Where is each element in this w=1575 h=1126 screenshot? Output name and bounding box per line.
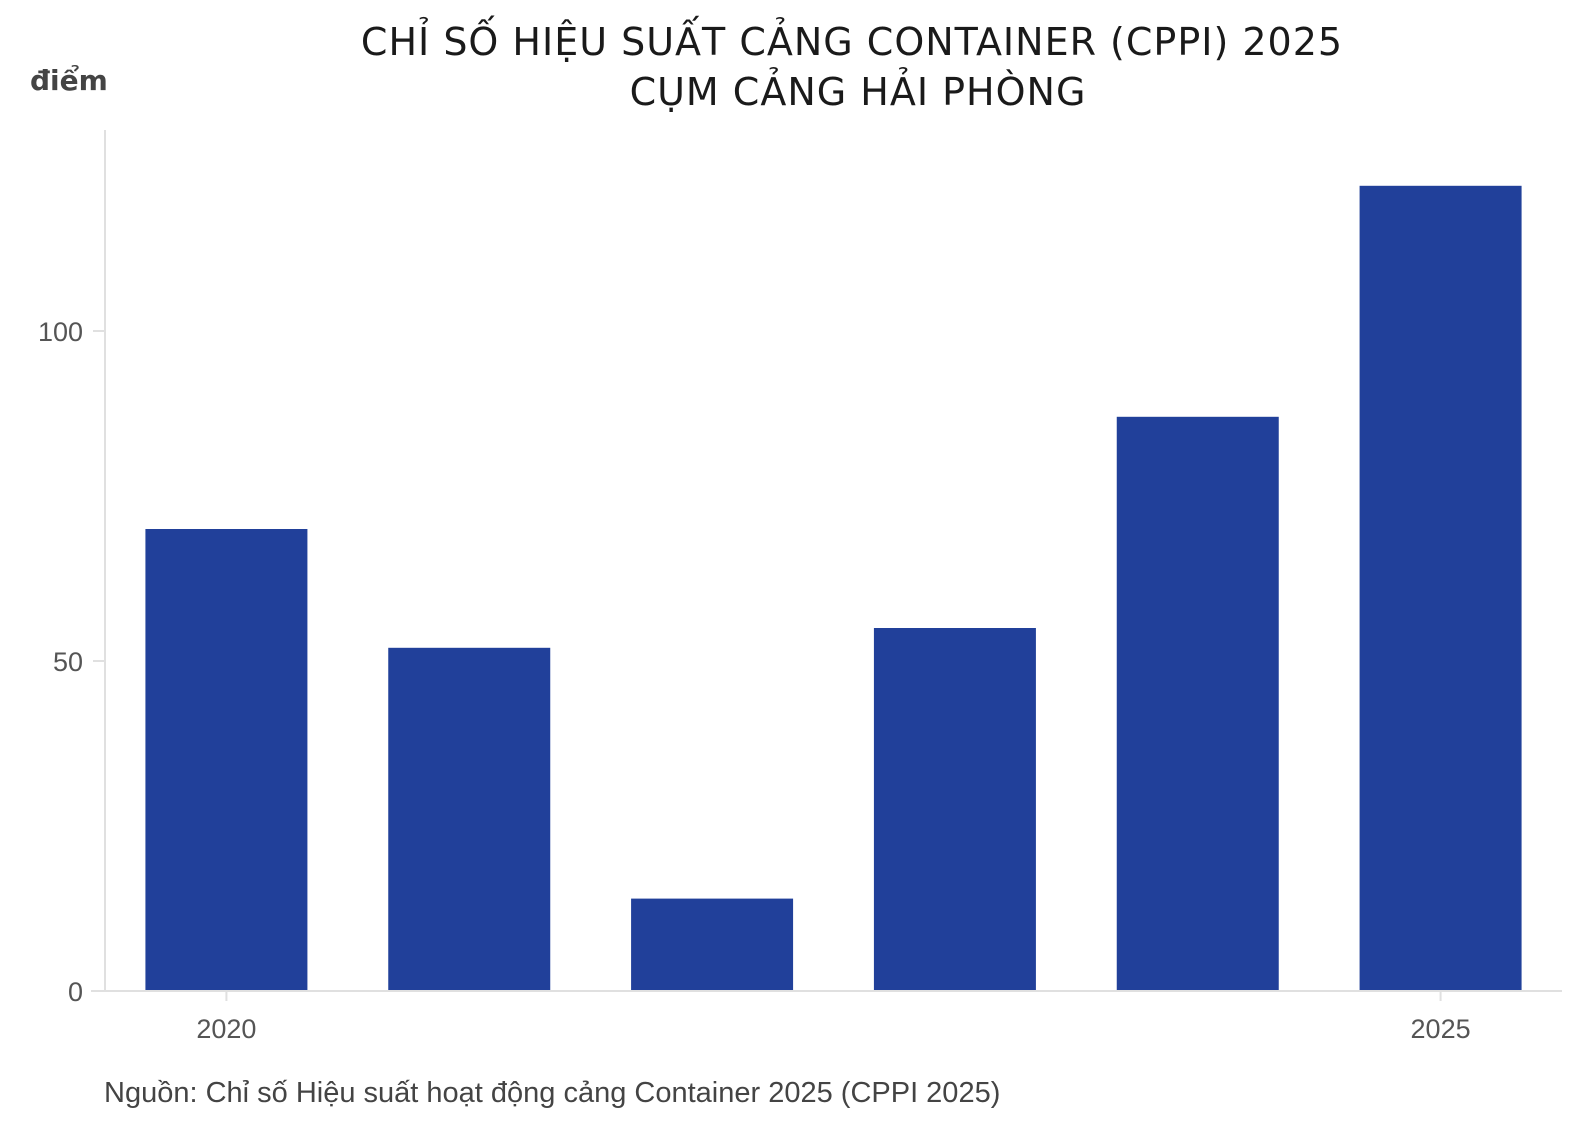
bar-2024 [1116, 416, 1279, 991]
chart-title-line-2: CỤM CẢNG HẢI PHÒNG [630, 68, 1087, 114]
y-tick-label-100: 100 [38, 317, 83, 347]
y-axis-label: điểm [30, 63, 108, 97]
bar-2025 [1359, 185, 1522, 992]
plot-area: 0 50 100 2020 2025 [38, 130, 1562, 1044]
y-tick-label-50: 50 [53, 647, 83, 677]
x-tick-label-2020: 2020 [196, 1014, 256, 1044]
bar-2020 [145, 529, 308, 991]
bar-2022 [631, 898, 794, 991]
bar-2021 [388, 647, 551, 991]
y-tick-label-0: 0 [68, 977, 83, 1007]
chart-title-line-1: CHỈ SỐ HIỆU SUẤT CẢNG CONTAINER (CPPI) 2… [361, 16, 1343, 64]
bar-2023 [873, 628, 1036, 991]
source-note: Nguồn: Chỉ số Hiệu suất hoạt động cảng C… [104, 1077, 1000, 1109]
chart-title: CHỈ SỐ HIỆU SUẤT CẢNG CONTAINER (CPPI) 2… [361, 16, 1343, 114]
x-tick-label-2025: 2025 [1411, 1014, 1471, 1044]
